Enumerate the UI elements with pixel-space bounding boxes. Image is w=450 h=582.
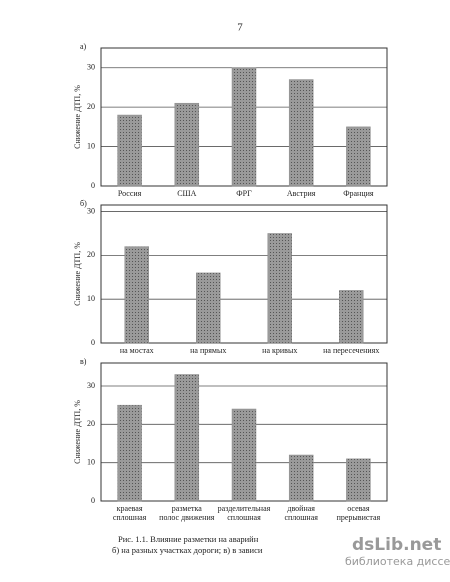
y-tick-label: 0: [91, 181, 95, 190]
x-tick-label: сплошная: [113, 513, 147, 522]
bar: [288, 454, 314, 502]
x-tick-label: краевая: [117, 504, 143, 513]
x-tick-label: Австрия: [287, 189, 316, 198]
bar: [231, 67, 257, 187]
x-tick-label: Франция: [343, 189, 374, 198]
x-tick-label: разделительная: [218, 504, 271, 513]
bar: [339, 290, 364, 344]
watermark-site: dsLib.net: [352, 535, 441, 555]
y-tick-label: 0: [91, 496, 95, 505]
y-tick-label: 20: [87, 250, 95, 259]
bar: [117, 114, 142, 187]
y-tick-label: 30: [87, 381, 95, 390]
panel-label: б): [80, 199, 87, 208]
y-axis-label: Снижение ДТП, %: [73, 400, 82, 464]
x-tick-label: прерывистая: [337, 513, 381, 522]
x-tick-label: осевая: [347, 504, 370, 513]
watermark-tagline: библиотека диссертаций: [345, 555, 450, 568]
y-tick-label: 10: [87, 457, 95, 466]
y-tick-label: 30: [87, 63, 95, 72]
bar: [124, 246, 149, 344]
x-tick-label: сплошная: [284, 513, 318, 522]
bar: [267, 233, 292, 344]
x-tick-label: двойная: [287, 504, 315, 513]
x-tick-label: ФРГ: [236, 189, 252, 198]
y-tick-label: 20: [87, 419, 95, 428]
bar: [174, 102, 200, 187]
bar: [288, 79, 314, 187]
x-tick-label: США: [177, 189, 196, 198]
bar: [346, 458, 371, 502]
x-tick-label: на прямых: [190, 346, 226, 355]
x-tick-label: Россия: [118, 189, 142, 198]
caption-line: Рис. 1.1. Влияние разметки на аварийн: [118, 534, 259, 544]
x-tick-label: сплошная: [227, 513, 261, 522]
x-tick-label: на мостах: [120, 346, 154, 355]
plot-frame: [100, 204, 388, 344]
y-tick-label: 20: [87, 102, 95, 111]
y-tick-label: 10: [87, 141, 95, 150]
x-tick-label: на кривых: [262, 346, 297, 355]
bar: [196, 272, 221, 344]
x-tick-label: разметка: [172, 504, 202, 513]
y-axis-label: Снижение ДТП, %: [73, 242, 82, 306]
x-tick-label: полос движения: [159, 513, 215, 522]
y-tick-label: 10: [87, 294, 95, 303]
panel-label: в): [80, 357, 87, 366]
bar: [231, 408, 257, 502]
y-axis-label: Снижение ДТП, %: [73, 85, 82, 149]
page-number: 7: [237, 22, 243, 34]
bar: [346, 126, 371, 187]
x-tick-label: на пересечениях: [323, 346, 379, 355]
y-tick-label: 0: [91, 338, 95, 347]
bar: [174, 374, 200, 502]
bar: [117, 404, 142, 502]
panel-label: а): [80, 42, 87, 51]
caption-line: б) на разных участках дороги; в) в завис…: [112, 545, 263, 555]
y-tick-label: 30: [87, 206, 95, 215]
